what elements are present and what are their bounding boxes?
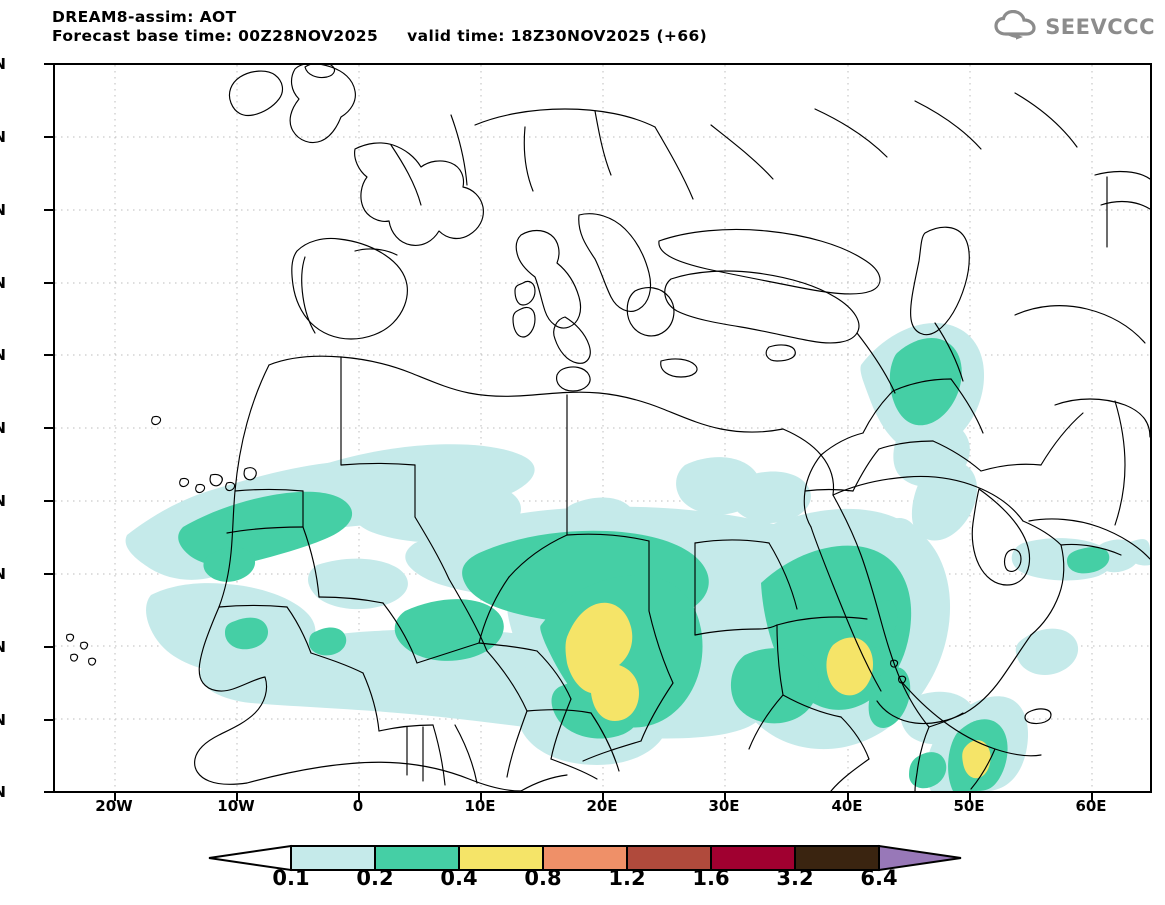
- map-plot-area[interactable]: [53, 63, 1152, 793]
- y-axis-tick: [44, 209, 53, 211]
- colorbar-tick-label: 1.6: [692, 866, 730, 890]
- x-axis-tick: [969, 793, 971, 801]
- colorbar-tick-label: 1.2: [608, 866, 646, 890]
- y-axis-tick: [44, 136, 53, 138]
- model-title: DREAM8-assim: AOT: [52, 8, 237, 26]
- colorbar[interactable]: [205, 843, 965, 873]
- y-axis-label: 20N: [0, 565, 6, 583]
- x-axis-label: 20E: [586, 797, 618, 815]
- x-axis-tick: [114, 793, 116, 801]
- y-axis-label: 45N: [0, 201, 6, 219]
- y-axis-tick: [44, 791, 53, 793]
- x-axis-tick: [602, 793, 604, 801]
- x-axis-tick: [847, 793, 849, 801]
- colorbar-tick-labels: 0.1 0.2 0.4 0.8 1.2 1.6 3.2 6.4: [205, 866, 965, 896]
- cloud-icon: [994, 9, 1038, 44]
- colorbar-swatches: [208, 844, 962, 872]
- y-axis-label: 50N: [0, 128, 6, 146]
- colorbar-band: [374, 845, 460, 871]
- x-axis-label: 0: [352, 797, 364, 815]
- map-coastlines: [66, 65, 1150, 791]
- forecast-time-line: Forecast base time: 00Z28NOV2025 valid t…: [52, 27, 708, 45]
- y-axis-tick: [44, 646, 53, 648]
- x-axis-label: 20W: [95, 797, 133, 815]
- y-axis-tick: [44, 282, 53, 284]
- colorbar-tick-label: 0.4: [440, 866, 478, 890]
- y-axis-label: 15N: [0, 638, 6, 656]
- y-axis-label: 5N: [0, 783, 6, 801]
- y-axis-tick: [44, 573, 53, 575]
- x-axis-tick: [480, 793, 482, 801]
- y-axis-tick: [44, 354, 53, 356]
- colorbar-tick-label: 6.4: [860, 866, 898, 890]
- x-axis-label: 10W: [217, 797, 255, 815]
- x-axis-label: 60E: [1075, 797, 1107, 815]
- y-axis-tick: [44, 719, 53, 721]
- seevccc-logo: SEEVCCC: [994, 9, 1155, 44]
- y-axis-label: 10N: [0, 711, 6, 729]
- chart-header: DREAM8-assim: AOT Forecast base time: 00…: [52, 8, 952, 46]
- colorbar-tick-label: 0.1: [272, 866, 310, 890]
- colorbar-over-cap: [878, 844, 962, 872]
- x-axis-tick: [1091, 793, 1093, 801]
- x-axis-label: 30E: [708, 797, 740, 815]
- colorbar-tick-label: 0.2: [356, 866, 394, 890]
- colorbar-band: [290, 845, 376, 871]
- y-axis-label: 40N: [0, 274, 6, 292]
- x-axis-tick: [724, 793, 726, 801]
- aot-map: [55, 65, 1150, 791]
- y-axis-tick: [44, 500, 53, 502]
- y-axis-tick: [44, 427, 53, 429]
- colorbar-tick-label: 0.8: [524, 866, 562, 890]
- x-axis-label: 40E: [831, 797, 863, 815]
- x-axis-tick: [236, 793, 238, 801]
- y-axis-tick: [44, 63, 53, 65]
- logo-text: SEEVCCC: [1045, 15, 1155, 39]
- x-axis-tick: [358, 793, 360, 801]
- y-axis-label: 35N: [0, 346, 6, 364]
- y-axis-label: 25N: [0, 492, 6, 510]
- aot-contour-fills: [125, 323, 1150, 791]
- y-axis-label: 30N: [0, 419, 6, 437]
- colorbar-tick-label: 3.2: [776, 866, 814, 890]
- x-axis-label: 50E: [953, 797, 985, 815]
- y-axis-label: 55N: [0, 55, 6, 73]
- colorbar-band: [710, 845, 796, 871]
- x-axis-label: 10E: [464, 797, 496, 815]
